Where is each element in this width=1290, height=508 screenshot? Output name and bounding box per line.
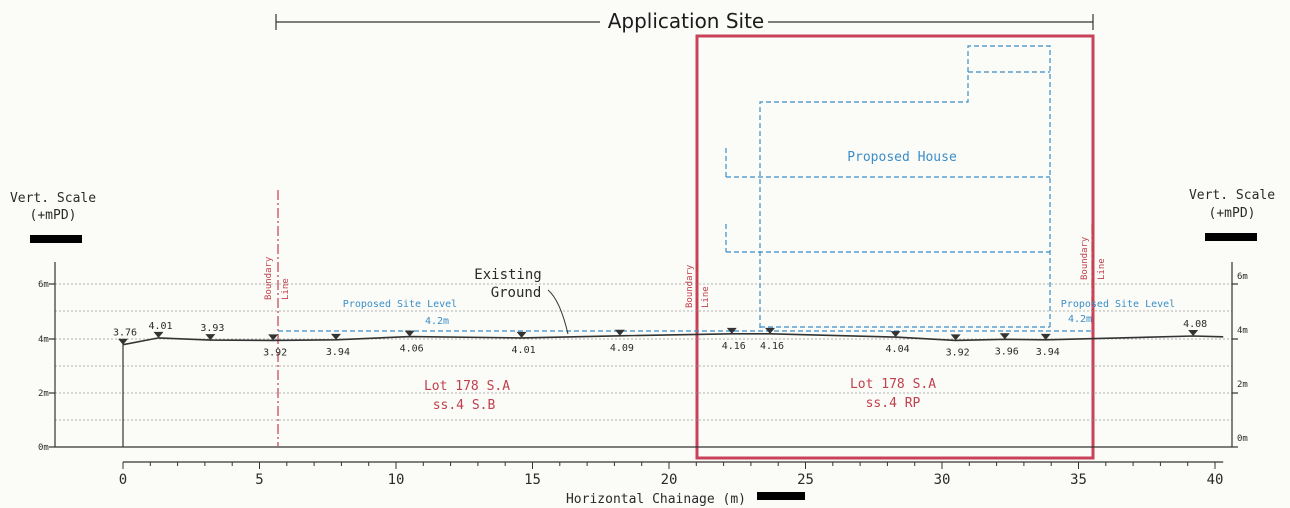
x-axis-tick-label: 30	[934, 472, 951, 488]
ground-level-label: 3.96	[995, 346, 1019, 357]
existing-ground-label-line2: Ground	[491, 285, 542, 301]
y-tick-right-0m: 0m	[1237, 434, 1248, 444]
proposed-site-level-left-value: 4.2m	[425, 316, 449, 327]
y-tick-left-4m: 4m	[38, 335, 49, 345]
proposed-house-label: Proposed House	[847, 150, 957, 165]
ground-level-marker	[153, 331, 164, 338]
ground-level-label: 4.16	[760, 341, 784, 352]
ground-level-label: 3.94	[1036, 347, 1060, 358]
vert-scale-left-line1: Vert. Scale	[10, 191, 96, 206]
ground-level-label: 4.09	[610, 343, 634, 354]
svg-text:Line: Line	[1097, 258, 1107, 280]
svg-text:Line: Line	[701, 286, 711, 308]
x-axis-tick-label: 10	[388, 472, 405, 488]
ground-level-marker	[1040, 333, 1051, 340]
vert-scale-right-redacted	[1205, 233, 1257, 241]
ground-level-label: 3.92	[946, 347, 970, 358]
ground-level-marker	[950, 334, 961, 341]
ground-level-label: 4.08	[1183, 319, 1207, 330]
lot-right-label-line1: Lot 178 S.A	[850, 377, 936, 392]
ground-level-label: 4.01	[512, 345, 536, 356]
x-axis-tick-label: 25	[797, 472, 814, 488]
x-axis-scale-redacted	[757, 492, 805, 500]
boundary-line-left-label: Boundary Line	[264, 256, 291, 300]
vert-scale-right-line2: (+mPD)	[1209, 206, 1256, 221]
ground-level-label: 4.01	[148, 321, 172, 332]
ground-level-label: 3.93	[200, 323, 224, 334]
vertical-scale-bars	[49, 262, 1238, 448]
ground-level-label: 4.06	[400, 344, 424, 355]
svg-text:Boundary: Boundary	[264, 256, 274, 300]
y-tick-right-2m: 2m	[1237, 380, 1248, 390]
ground-level-marker	[999, 333, 1010, 340]
ground-level-label: 4.16	[722, 341, 746, 352]
proposed-site-level-left: Proposed Site Level	[343, 299, 457, 310]
y-tick-left-0m: 0m	[38, 443, 49, 453]
x-axis-label: Horizontal Chainage (m)	[566, 492, 746, 507]
boundary-line-right-label: Boundary Line	[1080, 236, 1107, 280]
ground-level-label: 3.94	[326, 347, 350, 358]
ground-level-marker	[765, 327, 776, 334]
existing-ground-leader	[547, 289, 569, 335]
ground-level-marker	[330, 333, 341, 340]
vert-scale-right-line1: Vert. Scale	[1189, 188, 1275, 203]
existing-ground-points: 3.76 4.01 3.93 3.92 3.94 4.06 4.01 4.09 4.16 4.16…	[113, 319, 1207, 358]
application-site-box	[695, 34, 1095, 460]
ground-level-label: 4.04	[886, 344, 910, 355]
ground-level-marker	[404, 330, 415, 337]
x-axis-tick-label: 40	[1207, 472, 1224, 488]
svg-text:Boundary: Boundary	[1080, 236, 1090, 280]
ground-level-marker	[118, 338, 128, 345]
ground-level-marker	[726, 327, 737, 334]
ground-level-marker	[1188, 330, 1199, 337]
x-axis-tick-label: 35	[1070, 472, 1087, 488]
x-axis-tick-label: 15	[524, 472, 541, 488]
level-gridlines	[55, 283, 1232, 421]
x-axis-tick-label: 20	[661, 472, 678, 488]
proposed-house-outline	[725, 45, 1051, 328]
x-axis-tick-label: 0	[119, 472, 127, 488]
ground-level-label: 3.92	[263, 347, 287, 358]
boundary-lines	[277, 190, 1093, 447]
y-tick-left-2m: 2m	[38, 389, 49, 399]
boundary-line-middle-label: Boundary Line	[685, 264, 711, 308]
application-site-title: Application Site	[608, 9, 765, 33]
ground-level-marker	[614, 329, 625, 336]
existing-ground-profile	[122, 332, 1224, 346]
svg-text:Line: Line	[281, 278, 291, 300]
lot-right-label-line2: ss.4 RP	[866, 396, 921, 411]
lot-left-label-line2: ss.4 S.B	[433, 398, 496, 413]
svg-text:Boundary: Boundary	[685, 264, 695, 308]
existing-ground-label-line1: Existing	[474, 267, 541, 283]
y-tick-left-6m: 6m	[38, 280, 49, 290]
proposed-site-level-right: Proposed Site Level	[1061, 299, 1175, 310]
ground-level-label: 3.76	[113, 328, 137, 339]
ground-level-marker	[268, 334, 279, 341]
proposed-site-level-right-value: 4.2m	[1068, 314, 1092, 325]
vert-scale-left-redacted	[30, 235, 82, 243]
y-tick-right-4m: 4m	[1237, 326, 1248, 336]
vert-scale-left-line2: (+mPD)	[30, 208, 77, 223]
horizontal-chainage-axis: 0 5 10 15 20 25 30 35 40	[119, 461, 1224, 488]
y-tick-right-6m: 6m	[1237, 272, 1248, 282]
application-site-dimension	[275, 14, 1094, 30]
lot-left-label-line1: Lot 178 S.A	[424, 379, 510, 394]
ground-level-marker	[516, 331, 527, 338]
x-axis-tick-label: 5	[255, 472, 263, 488]
ground-level-marker	[205, 334, 216, 341]
ground-level-marker	[890, 331, 901, 338]
